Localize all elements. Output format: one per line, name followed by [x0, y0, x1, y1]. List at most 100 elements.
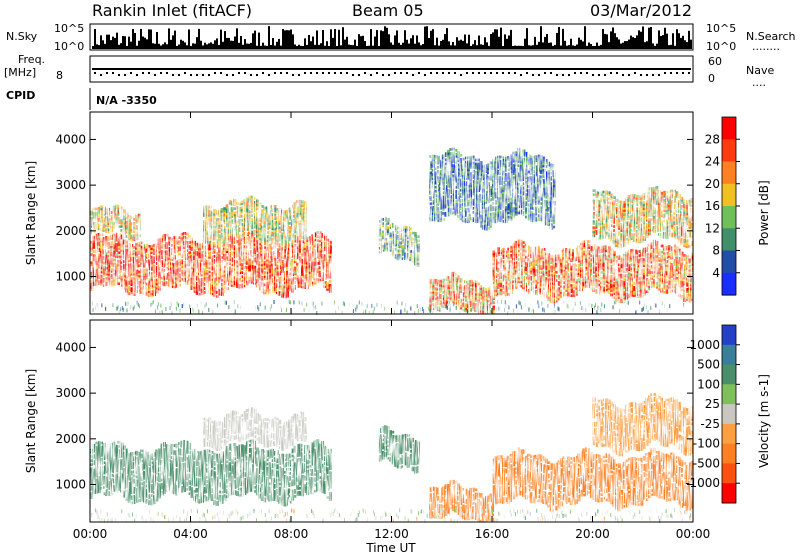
echo-cell	[265, 231, 269, 234]
echo-cell	[386, 220, 390, 223]
echo-cell	[547, 271, 551, 275]
echo-cell	[132, 234, 136, 237]
noise-bar	[466, 43, 468, 49]
echo-cell	[306, 282, 310, 286]
echo-cell	[303, 253, 307, 257]
echo-cell	[97, 265, 101, 269]
echo-cell	[238, 246, 242, 250]
echo-cell	[238, 208, 242, 212]
echo-cell	[298, 276, 302, 280]
echo-cell	[411, 252, 415, 256]
echo-cell	[612, 275, 616, 279]
echo-cell	[132, 276, 136, 280]
echo-cell	[301, 281, 305, 285]
echo-cell	[471, 306, 475, 310]
echo-cell	[165, 258, 169, 262]
echo-cell	[228, 248, 232, 251]
echo-cell	[208, 262, 212, 265]
echo-cell	[117, 232, 121, 236]
echo-cell	[115, 271, 119, 275]
echo-cell	[220, 214, 224, 217]
noise-bar	[600, 44, 602, 49]
echo-cell	[112, 272, 116, 276]
echo-cell	[557, 266, 561, 270]
echo-cell	[172, 236, 176, 239]
echo-cell	[160, 268, 164, 272]
echo-cell	[218, 242, 222, 246]
echo-cell	[542, 266, 546, 270]
echo-cell	[532, 265, 536, 269]
echo-cell	[260, 235, 264, 239]
echo-cell	[650, 252, 654, 256]
nave-dot	[658, 74, 660, 76]
echo-cell	[92, 264, 96, 268]
echo-cell	[622, 262, 626, 265]
echo-cell	[298, 258, 302, 261]
echo-cell	[278, 230, 282, 234]
echo-cell	[198, 264, 202, 267]
echo-cell	[110, 270, 114, 273]
echo-cell	[562, 264, 566, 268]
noise-bar	[300, 45, 302, 49]
echo-cell	[132, 270, 136, 274]
echo-cell	[492, 305, 496, 309]
noise-bar	[372, 45, 374, 49]
echo-cell	[100, 211, 104, 215]
echo-cell	[509, 289, 513, 292]
echo-cell	[328, 240, 332, 244]
echo-cell	[296, 238, 300, 241]
echo-cell	[504, 293, 508, 297]
echo-cell	[95, 224, 99, 227]
echo-cell	[381, 249, 385, 252]
echo-cell	[587, 281, 591, 284]
echo-cell	[90, 284, 94, 287]
echo-cell	[275, 256, 279, 260]
echo-cell	[250, 278, 254, 282]
echo-cell	[230, 259, 234, 263]
echo-cell	[270, 267, 274, 271]
echo-cell	[286, 260, 290, 263]
echo-cell	[296, 236, 300, 239]
echo-cell	[205, 278, 209, 281]
echo-cell	[235, 270, 239, 274]
echo-cell	[97, 276, 101, 279]
echo-cell	[532, 286, 536, 290]
echo-cell	[534, 292, 538, 295]
echo-cell	[102, 243, 106, 246]
echo-cell	[288, 222, 292, 225]
echo-cell	[313, 238, 317, 242]
noise-bar	[248, 43, 250, 49]
echo-cell	[273, 271, 277, 275]
echo-cell	[120, 229, 124, 232]
echo-cell	[263, 237, 267, 240]
echo-cell	[499, 257, 503, 261]
echo-cell	[303, 241, 307, 244]
echo-cell	[577, 286, 581, 290]
echo-cell	[120, 257, 124, 260]
echo-cell	[115, 217, 119, 220]
echo-cell	[532, 263, 536, 267]
echo-cell	[90, 263, 94, 267]
echo-cell	[112, 244, 116, 247]
echo-cell	[552, 278, 556, 281]
nave-dot	[172, 74, 174, 76]
nave-dot	[304, 72, 306, 74]
echo-cell	[95, 233, 99, 237]
echo-cell	[514, 255, 518, 258]
echo-cell	[223, 249, 227, 252]
echo-cell	[110, 263, 114, 267]
echo-cell	[180, 247, 184, 250]
echo-cell	[298, 268, 302, 272]
echo-cell	[258, 287, 262, 291]
echo-cell	[117, 272, 121, 275]
echo-cell	[275, 224, 279, 228]
echo-cell	[296, 222, 300, 226]
echo-cell	[544, 256, 548, 260]
echo-cell	[547, 296, 551, 300]
echo-cell	[564, 293, 568, 296]
echo-cell	[406, 232, 410, 235]
echo-cell	[466, 303, 470, 306]
echo-cell	[120, 261, 124, 265]
nave-dot	[508, 72, 510, 74]
echo-cell	[582, 265, 586, 268]
